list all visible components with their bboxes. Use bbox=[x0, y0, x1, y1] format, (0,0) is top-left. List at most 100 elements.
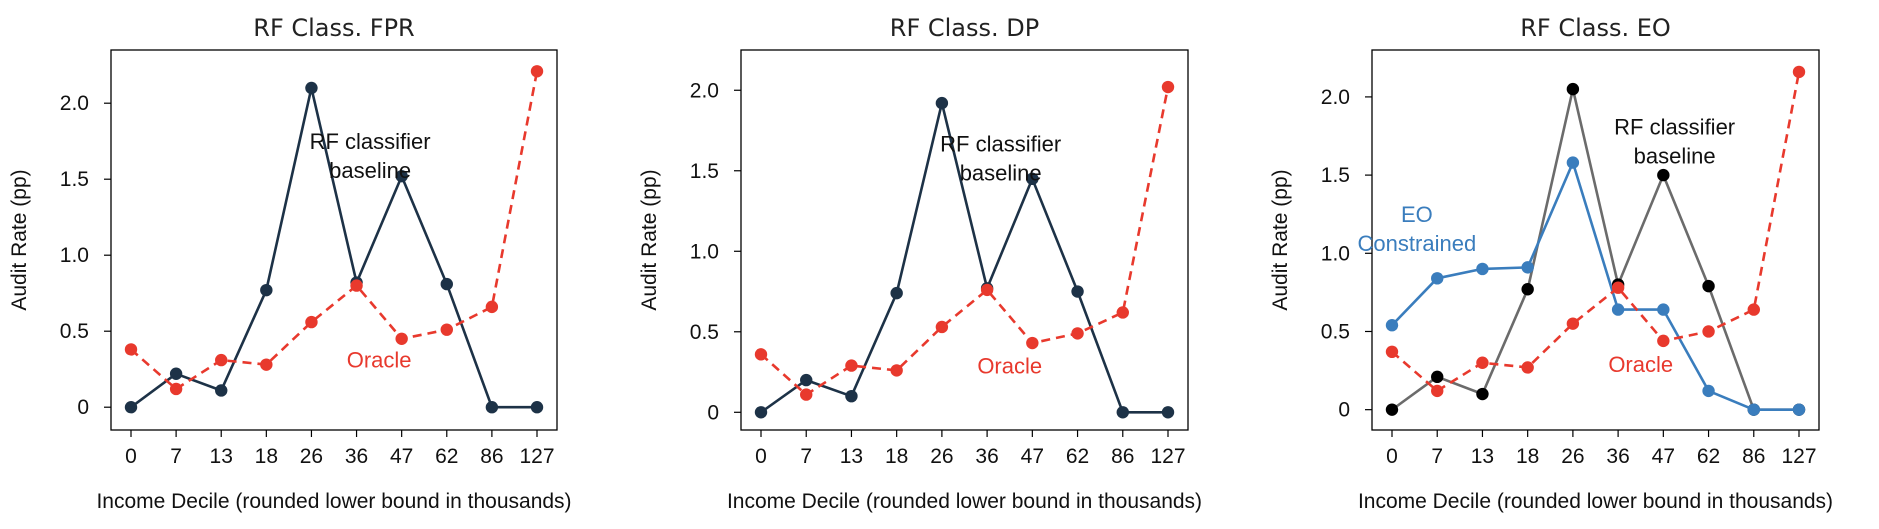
x-tick-label: 86 bbox=[1742, 445, 1765, 468]
series-point bbox=[1161, 406, 1175, 419]
series-point bbox=[1385, 319, 1399, 332]
series-point bbox=[1071, 285, 1084, 298]
annotation-line: Oracle bbox=[977, 354, 1042, 379]
series-point bbox=[530, 401, 544, 414]
y-tick-label: 1.5 bbox=[60, 168, 89, 191]
series-line bbox=[760, 101, 1168, 414]
series-point bbox=[1747, 403, 1760, 416]
chart-title: RF Class. EO bbox=[1520, 14, 1671, 42]
series-point bbox=[1792, 65, 1806, 79]
series-point bbox=[1116, 406, 1129, 419]
series-point bbox=[1611, 281, 1625, 294]
x-tick-label: 127 bbox=[1150, 445, 1185, 468]
series-2 bbox=[754, 80, 1175, 401]
series-point bbox=[1747, 303, 1760, 316]
series-point bbox=[1385, 403, 1399, 416]
y-tick-label: 2.0 bbox=[690, 79, 719, 102]
series-point bbox=[215, 353, 228, 367]
annotation: Oracle bbox=[977, 354, 1042, 379]
chart-title: RF Class. FPR bbox=[253, 14, 414, 42]
series-point bbox=[1702, 384, 1715, 398]
series-point bbox=[124, 401, 138, 414]
y-tick-label: 1.0 bbox=[690, 240, 719, 263]
series-point bbox=[890, 286, 903, 300]
series-line bbox=[1391, 71, 1801, 393]
series-line bbox=[130, 71, 539, 391]
y-tick-label: 0.5 bbox=[690, 321, 719, 344]
x-axis-label: Income Decile (rounded lower bound in th… bbox=[1358, 490, 1833, 513]
annotation-line: RF classifier bbox=[940, 131, 1061, 156]
series-2 bbox=[124, 65, 544, 396]
x-tick-label: 127 bbox=[519, 445, 554, 468]
annotation: Oracle bbox=[347, 348, 412, 373]
x-tick-label: 0 bbox=[755, 445, 767, 468]
x-tick-label: 26 bbox=[1561, 445, 1584, 468]
x-tick-label: 18 bbox=[255, 445, 278, 468]
series-point bbox=[1431, 384, 1444, 398]
series-line bbox=[1391, 87, 1799, 412]
series-point bbox=[1521, 283, 1534, 296]
series-point bbox=[260, 283, 273, 297]
series-point bbox=[1566, 317, 1580, 330]
series-point bbox=[935, 320, 949, 334]
series-point bbox=[124, 343, 138, 356]
series-line bbox=[130, 86, 537, 409]
x-tick-label: 7 bbox=[170, 445, 182, 468]
chart-panel-2: RF Class. DP 0 7 13 18 26 36 47 62 86 127 0 0.5 1.0 1.… bbox=[638, 14, 1202, 513]
series-line bbox=[760, 86, 1170, 396]
y-tick-label: 2.0 bbox=[1321, 86, 1350, 109]
series-point bbox=[305, 315, 318, 329]
chart-title: RF Class. DP bbox=[890, 14, 1039, 42]
annotation: RF classifier baseline bbox=[310, 129, 431, 183]
series-point bbox=[1026, 336, 1039, 350]
series-point bbox=[1476, 356, 1489, 369]
series-point bbox=[440, 323, 453, 336]
series-point bbox=[980, 283, 994, 297]
chart-panel-1: RF Class. FPR 0 7 13 18 26 36 47 62 86 127 0 0.5 1.0 1… bbox=[8, 14, 572, 513]
annotation: RF classifier baseline bbox=[1614, 114, 1735, 168]
series-point bbox=[1161, 80, 1175, 94]
y-tick-label: 1.0 bbox=[60, 244, 89, 267]
series-point bbox=[1521, 361, 1534, 374]
series-point bbox=[800, 388, 813, 401]
x-tick-label: 47 bbox=[390, 445, 413, 468]
series-point bbox=[845, 359, 858, 372]
x-tick-label: 7 bbox=[800, 445, 812, 468]
series-point bbox=[440, 277, 453, 291]
series-point bbox=[1431, 370, 1444, 384]
series-point bbox=[800, 373, 813, 387]
series-point bbox=[754, 406, 768, 419]
y-tick-label: 1.5 bbox=[1321, 164, 1350, 187]
series-point bbox=[1116, 306, 1129, 319]
series-2 bbox=[1385, 156, 1806, 416]
y-axis-label: Audit Rate (pp) bbox=[1269, 169, 1292, 310]
series-point bbox=[754, 348, 768, 361]
series-point bbox=[305, 81, 318, 95]
annotation-line: Oracle bbox=[1608, 352, 1673, 377]
series-point bbox=[1385, 345, 1399, 359]
y-axis-label: Audit Rate (pp) bbox=[638, 169, 661, 310]
series-point bbox=[215, 384, 228, 397]
y-tick-label: 0.5 bbox=[1321, 320, 1350, 343]
series-point bbox=[1431, 272, 1444, 285]
series-point bbox=[890, 364, 903, 377]
series-point bbox=[1476, 387, 1489, 401]
x-tick-label: 36 bbox=[1606, 445, 1629, 468]
x-tick-label: 18 bbox=[1516, 445, 1539, 468]
series-1 bbox=[754, 96, 1175, 419]
annotation-line: Constrained bbox=[1358, 231, 1477, 256]
y-tick-label: 0 bbox=[77, 396, 89, 419]
x-axis-label: Income Decile (rounded lower bound in th… bbox=[96, 490, 571, 513]
series-1 bbox=[124, 81, 544, 414]
series-point bbox=[260, 358, 273, 371]
series-point bbox=[1566, 82, 1580, 96]
series-point bbox=[1476, 262, 1489, 276]
annotation: EO Constrained bbox=[1358, 202, 1477, 256]
series-point bbox=[1702, 325, 1715, 338]
x-tick-label: 0 bbox=[1386, 445, 1398, 468]
x-tick-label: 127 bbox=[1781, 445, 1816, 468]
x-tick-label: 62 bbox=[1066, 445, 1089, 468]
annotation-line: RF classifier bbox=[310, 129, 431, 154]
series-point bbox=[1566, 156, 1580, 169]
series-point bbox=[1521, 261, 1534, 274]
